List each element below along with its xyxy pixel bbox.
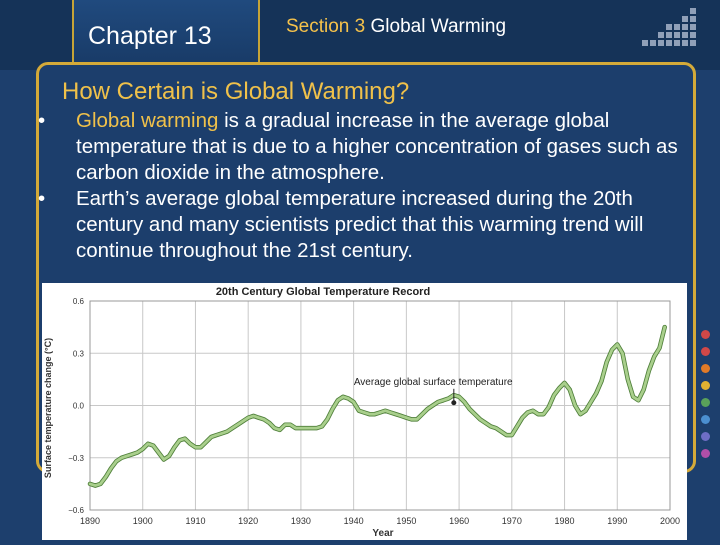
decorative-dot — [690, 32, 696, 38]
bullet-text: is a gradual increase in the average glo… — [76, 109, 678, 184]
chart-axes: 1890 1900 1910 1920 1930 1940 1950 1960 1970 1980… — [68, 297, 680, 526]
decorative-color-dot — [701, 381, 710, 390]
x-tick-label: 1890 — [80, 516, 100, 526]
decorative-dot — [658, 32, 664, 38]
decorative-dot — [666, 40, 672, 46]
decorative-dot — [682, 16, 688, 22]
slide-heading: How Certain is Global Warming? — [62, 78, 410, 105]
chart-title: 20th Century Global Temperature Record — [216, 286, 430, 298]
decorative-color-dot — [701, 364, 710, 373]
decorative-dot — [682, 32, 688, 38]
series-line — [88, 325, 667, 488]
bullet-text: Earth’s average global temperature incre… — [76, 187, 644, 262]
temperature-chart: 1890 1900 1910 1920 1930 1940 1950 1960 1970 1980… — [42, 283, 687, 540]
x-tick-label: 1900 — [133, 516, 153, 526]
decorative-color-dot — [701, 330, 710, 339]
x-tick-label: 2000 — [660, 516, 680, 526]
section-title: Global Warming — [370, 16, 507, 37]
x-tick-label: 1960 — [449, 516, 469, 526]
chart-grid — [89, 300, 671, 511]
decorative-color-dot — [701, 432, 710, 441]
decorative-color-dots — [700, 330, 714, 480]
x-tick-label: 1990 — [607, 516, 627, 526]
x-tick-label: 1920 — [238, 516, 258, 526]
chapter-tab — [72, 0, 260, 68]
x-tick-label: 1930 — [291, 516, 311, 526]
decorative-dot — [666, 32, 672, 38]
bullet-mark: • — [38, 109, 46, 132]
x-tick-label: 1970 — [502, 516, 522, 526]
decorative-dot — [690, 16, 696, 22]
bullet-mark: • — [38, 187, 46, 210]
x-axis-label: Year — [372, 528, 393, 539]
decorative-dot — [666, 24, 672, 30]
section-number: Section 3 — [286, 16, 366, 37]
decorative-dot — [682, 24, 688, 30]
key-term: Global warming — [76, 109, 219, 132]
decorative-dot — [650, 40, 656, 46]
chapter-label: Chapter 13 — [88, 22, 212, 50]
x-tick-label: 1940 — [344, 516, 364, 526]
plot-area-border — [89, 300, 671, 511]
series-line-outline — [87, 324, 667, 488]
y-tick-label: −0.3 — [68, 454, 84, 463]
decorative-dot — [674, 32, 680, 38]
bullet-item: • Earth’s average global temperature incr… — [32, 186, 692, 264]
section-label: Section 3 Global Warming — [286, 16, 506, 38]
decorative-dot — [690, 40, 696, 46]
y-axis-label: Surface temperature change (°C) — [43, 338, 53, 478]
decorative-dot — [674, 40, 680, 46]
y-tick-label: 0.0 — [73, 402, 85, 411]
decorative-dot — [642, 40, 648, 46]
x-tick-label: 1950 — [396, 516, 416, 526]
decorative-color-dot — [701, 347, 710, 356]
decorative-dot — [690, 24, 696, 30]
decorative-dot-grid — [634, 8, 702, 48]
x-tick-label: 1910 — [185, 516, 205, 526]
chart-series — [87, 324, 667, 488]
decorative-dot — [658, 40, 664, 46]
chart-svg: 1890 1900 1910 1920 1930 1940 1950 1960 1970 1980… — [43, 286, 680, 539]
y-tick-label: −0.6 — [68, 506, 84, 515]
bullet-item: • Global warming is a gradual increase in… — [32, 108, 692, 186]
decorative-dot — [682, 40, 688, 46]
bullet-list: • Global warming is a gradual increase in… — [32, 108, 692, 264]
decorative-dot — [690, 8, 696, 14]
y-tick-label: 0.6 — [73, 297, 85, 306]
annotation-marker — [451, 400, 457, 406]
y-tick-label: 0.3 — [73, 349, 85, 358]
decorative-color-dot — [701, 449, 710, 458]
decorative-dot — [674, 24, 680, 30]
x-tick-label: 1980 — [555, 516, 575, 526]
chart-annotation: Average global surface temperature — [354, 377, 513, 388]
decorative-color-dot — [701, 398, 710, 407]
decorative-color-dot — [701, 415, 710, 424]
